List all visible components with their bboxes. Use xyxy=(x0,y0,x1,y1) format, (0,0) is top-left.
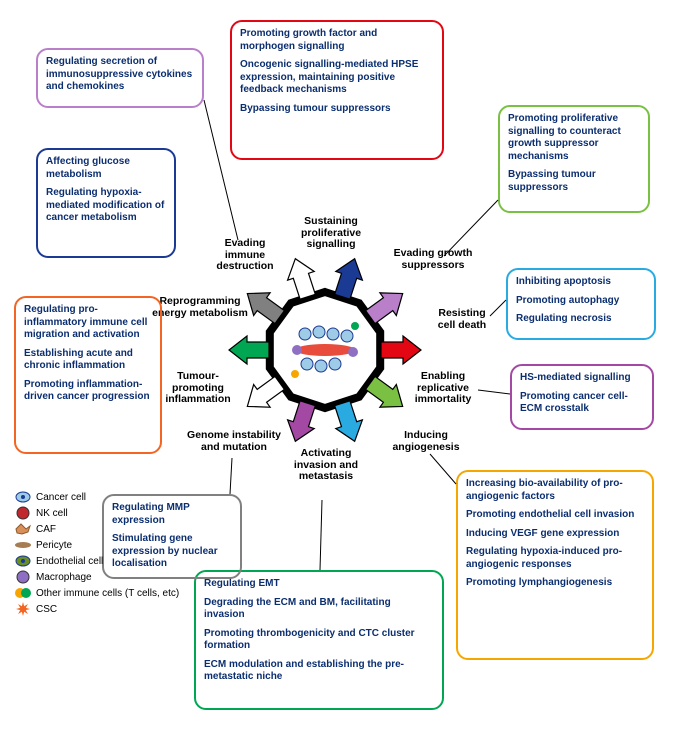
box-invasion: Regulating EMT Degrading the ECM and BM, … xyxy=(194,570,444,710)
box-immune-item: Regulating secretion of immunosuppressiv… xyxy=(46,56,194,94)
hallmark-resisting: Resisting cell death xyxy=(432,308,492,331)
box-sustaining-item: Bypassing tumour suppressors xyxy=(240,103,434,116)
legend-item: NK cell xyxy=(14,506,179,520)
legend-label: Pericyte xyxy=(36,540,72,551)
box-inflammation-item: Promoting inflammation-driven cancer pro… xyxy=(24,379,152,404)
hallmark-angiogenesis: Inducing angiogenesis xyxy=(386,430,466,453)
legend-item: Pericyte xyxy=(14,538,179,552)
box-sustaining-item: Promoting growth factor and morphogen si… xyxy=(240,28,434,53)
legend-caf-icon xyxy=(14,522,32,536)
hallmark-sustaining: Sustaining proliferative signalling xyxy=(296,216,366,251)
box-inflammation-item: Regulating pro-inflammatory immune cell … xyxy=(24,304,152,342)
box-sustaining: Promoting growth factor and morphogen si… xyxy=(230,20,444,160)
legend-label: NK cell xyxy=(36,508,68,519)
box-sustaining-item: Oncogenic signalling-mediated HPSE expre… xyxy=(240,59,434,97)
box-energy: Affecting glucose metabolism Regulating h… xyxy=(36,148,176,258)
legend: Cancer cell NK cell CAF Pericyte Endothelial… xyxy=(14,490,179,618)
box-resisting-item: Inhibiting apoptosis xyxy=(516,276,646,289)
box-angiogenesis-item: Regulating hypoxia-induced pro-angiogeni… xyxy=(466,546,644,571)
box-angiogenesis-item: Inducing VEGF gene expression xyxy=(466,528,644,541)
box-angiogenesis-item: Increasing bio-availability of pro-angio… xyxy=(466,478,644,503)
box-angiogenesis-item: Promoting lymphangiogenesis xyxy=(466,577,644,590)
box-invasion-item: Promoting thrombogenicity and CTC cluste… xyxy=(204,628,434,653)
hallmarks-hub xyxy=(215,240,435,460)
legend-label: Endothelial cell xyxy=(36,556,103,567)
hallmark-evading-gs: Evading growth suppressors xyxy=(388,248,478,271)
box-evading-gs-item: Promoting proliferative signalling to co… xyxy=(508,113,640,163)
hallmark-energy: Reprogramming energy metabolism xyxy=(150,296,250,319)
legend-item: Cancer cell xyxy=(14,490,179,504)
box-invasion-item: ECM modulation and establishing the pre-… xyxy=(204,659,434,684)
box-inflammation-item: Establishing acute and chronic inflammat… xyxy=(24,348,152,373)
box-resisting-item: Promoting autophagy xyxy=(516,295,646,308)
legend-label: CAF xyxy=(36,524,56,535)
box-replicative: HS-mediated signalling Promoting cancer c… xyxy=(510,364,654,430)
box-angiogenesis-item: Promoting endothelial cell invasion xyxy=(466,509,644,522)
hallmark-genome: Genome instability and mutation xyxy=(184,430,284,453)
box-resisting: Inhibiting apoptosis Promoting autophagy R… xyxy=(506,268,656,340)
box-evading-gs: Promoting proliferative signalling to co… xyxy=(498,105,650,213)
legend-cell-icon xyxy=(14,490,32,504)
box-evading-gs-item: Bypassing tumour suppressors xyxy=(508,169,640,194)
box-invasion-item: Degrading the ECM and BM, facilitating i… xyxy=(204,597,434,622)
box-immune: Regulating secretion of immunosuppressiv… xyxy=(36,48,204,108)
legend-nk-icon xyxy=(14,506,32,520)
legend-csc-icon xyxy=(14,602,32,616)
box-energy-item: Regulating hypoxia-mediated modification… xyxy=(46,187,166,225)
legend-immune-icon xyxy=(14,586,32,600)
legend-item: Endothelial cell xyxy=(14,554,179,568)
box-inflammation: Regulating pro-inflammatory immune cell … xyxy=(14,296,162,454)
legend-label: Macrophage xyxy=(36,572,92,583)
box-replicative-item: HS-mediated signalling xyxy=(520,372,644,385)
legend-label: CSC xyxy=(36,604,57,615)
legend-item: CSC xyxy=(14,602,179,616)
hallmark-inflammation: Tumour-promoting inflammation xyxy=(158,371,238,406)
legend-pericyte-icon xyxy=(14,538,32,552)
hallmark-replicative: Enabling replicative immortality xyxy=(408,371,478,406)
legend-label: Cancer cell xyxy=(36,492,86,503)
box-replicative-item: Promoting cancer cell-ECM crosstalk xyxy=(520,391,644,416)
legend-item: Macrophage xyxy=(14,570,179,584)
legend-item: CAF xyxy=(14,522,179,536)
hallmark-immune: Evading immune destruction xyxy=(210,238,280,273)
legend-macro-icon xyxy=(14,570,32,584)
box-energy-item: Affecting glucose metabolism xyxy=(46,156,166,181)
box-angiogenesis: Increasing bio-availability of pro-angio… xyxy=(456,470,654,660)
legend-label: Other immune cells (T cells, etc) xyxy=(36,588,179,599)
box-resisting-item: Regulating necrosis xyxy=(516,313,646,326)
legend-endo-icon xyxy=(14,554,32,568)
hallmark-invasion: Activating invasion and metastasis xyxy=(286,448,366,483)
legend-item: Other immune cells (T cells, etc) xyxy=(14,586,179,600)
box-invasion-item: Regulating EMT xyxy=(204,578,434,591)
